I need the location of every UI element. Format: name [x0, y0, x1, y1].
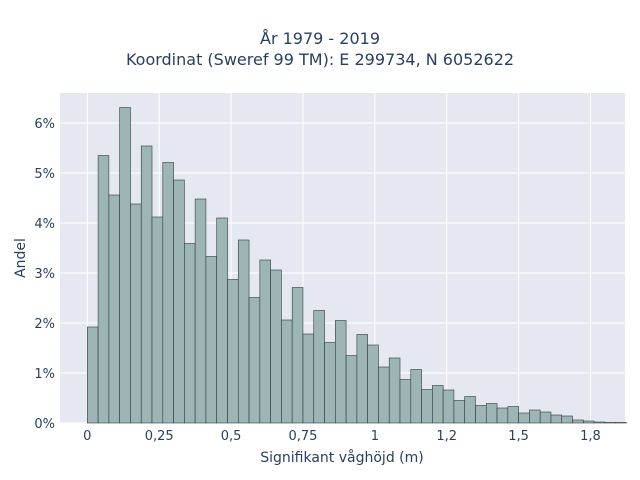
histogram-bar [539, 411, 552, 424]
x-tick-label: 0 [83, 429, 91, 444]
histogram-bar [335, 320, 347, 424]
y-axis-label: Andel [13, 238, 29, 278]
histogram-bar [388, 357, 401, 424]
y-tick-label: 1% [34, 367, 55, 382]
histogram-bar [615, 422, 627, 424]
chart-title-line-2: Koordinat (Sweref 99 TM): E 299734, N 60… [125, 50, 515, 69]
chart-title-line-1: År 1979 - 2019 [260, 29, 380, 48]
histogram-bar [227, 279, 239, 424]
histogram-bar [281, 319, 293, 424]
histogram-bar [151, 216, 164, 424]
x-tick-label: 0,25 [145, 429, 174, 444]
histogram-bar [87, 326, 99, 424]
histogram-bar [550, 414, 563, 424]
histogram-bar [464, 396, 476, 424]
histogram-bar [173, 179, 185, 424]
histogram-bar [432, 385, 444, 424]
histogram-bar [130, 203, 142, 424]
x-tick-label: 0,75 [288, 429, 317, 444]
x-tick-labels: 0 0,25 0,5 0,75 1 1,2 1,5 1,8 [83, 429, 601, 444]
histogram-bar [507, 406, 519, 424]
histogram-bar [194, 198, 207, 424]
histogram-bar [248, 297, 261, 424]
histogram-bar [356, 334, 368, 424]
histogram-bar [561, 415, 573, 424]
histogram-bar [496, 407, 509, 424]
histogram-bar [518, 412, 530, 424]
histogram-bar [345, 355, 358, 424]
histogram-bar [485, 403, 498, 424]
histogram-bar [324, 342, 336, 424]
histogram-bar [108, 194, 120, 424]
histogram-bar [421, 389, 433, 424]
y-tick-labels: 0% 1% 2% 3% 4% 5% 6% [34, 117, 55, 432]
x-tick-label: 1,5 [508, 429, 529, 444]
histogram-bar [291, 287, 304, 424]
histogram-bar [583, 420, 595, 424]
histogram-bar [453, 400, 466, 424]
x-tick-label: 1,2 [436, 429, 457, 444]
histogram-bars [87, 107, 627, 424]
y-tick-label: 4% [34, 217, 55, 232]
histogram-bar [529, 409, 541, 424]
histogram-bar [302, 333, 315, 424]
histogram-bar [259, 259, 271, 424]
histogram-bar [162, 162, 174, 424]
x-tick-label: 1,8 [580, 429, 601, 444]
histogram-bar [604, 422, 616, 424]
histogram-bar [410, 369, 422, 424]
histogram-bar [97, 155, 110, 424]
histogram-bar [399, 379, 412, 424]
y-tick-label: 5% [34, 167, 55, 182]
histogram-bar [367, 344, 379, 424]
x-tick-label: 0,5 [221, 429, 242, 444]
y-tick-label: 6% [34, 117, 55, 132]
histogram-bar [119, 107, 131, 424]
histogram-bar [593, 421, 606, 424]
x-tick-label: 1 [371, 429, 379, 444]
histogram-bar [184, 243, 196, 424]
histogram-bar [442, 389, 455, 424]
histogram-bar [216, 217, 228, 424]
histogram-bar [378, 366, 390, 424]
y-tick-label: 2% [34, 317, 55, 332]
histogram-bar [140, 145, 153, 424]
y-tick-label: 0% [34, 417, 55, 432]
y-tick-label: 3% [34, 267, 55, 282]
histogram-bar [237, 239, 250, 424]
histogram-bar [270, 269, 282, 424]
x-axis-label: Signifikant våghöjd (m) [260, 449, 423, 466]
histogram-bar [313, 310, 325, 424]
histogram-bar [475, 405, 487, 424]
histogram-bar [572, 419, 584, 424]
histogram-bar [205, 256, 218, 424]
